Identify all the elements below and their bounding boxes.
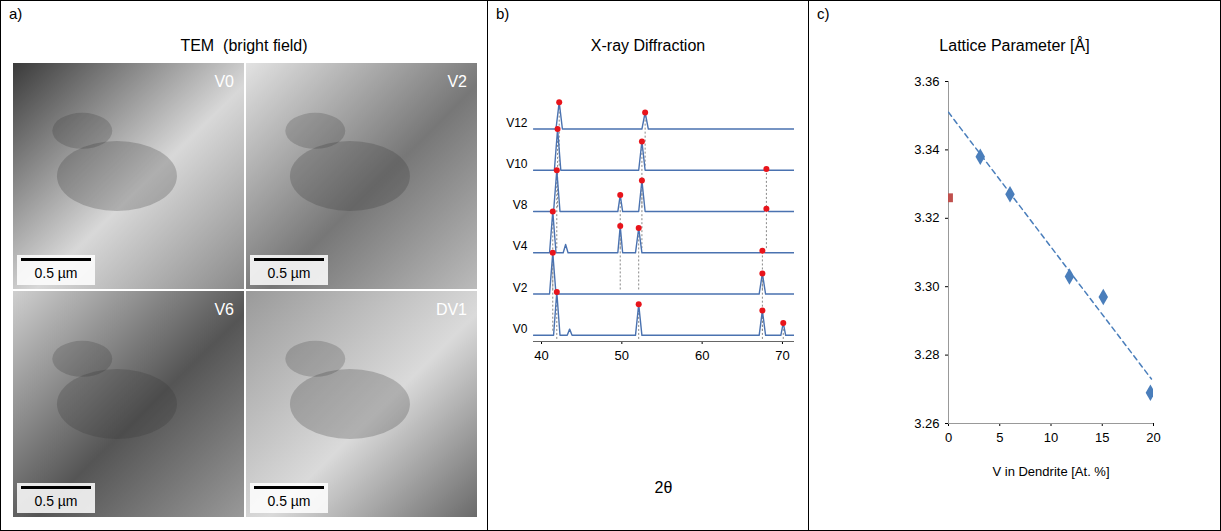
svg-text:3.26: 3.26 bbox=[914, 416, 939, 431]
html-text:2θ: 2θ bbox=[654, 479, 673, 496]
svg-text:3.34: 3.34 bbox=[914, 142, 939, 157]
svg-text:40: 40 bbox=[534, 348, 548, 363]
svg-text:0.5 µm: 0.5 µm bbox=[34, 265, 77, 281]
html-text:Lattice Parameter [Å]: Lattice Parameter [Å] bbox=[939, 37, 1090, 54]
svg-text:3.32: 3.32 bbox=[914, 210, 939, 225]
html-text:X-ray Diffraction: X-ray Diffraction bbox=[590, 37, 706, 54]
svg-text:V4: V4 bbox=[513, 239, 528, 253]
svg-text:10: 10 bbox=[1044, 430, 1058, 445]
svg-text:15: 15 bbox=[1095, 430, 1109, 445]
html-text:TEM (bright field): TEM (bright field) bbox=[180, 37, 308, 54]
svg-text:V0: V0 bbox=[214, 73, 234, 90]
svg-text:70: 70 bbox=[775, 348, 789, 363]
svg-text:V2: V2 bbox=[447, 73, 467, 90]
html-text:a): a) bbox=[9, 5, 23, 22]
svg-text:V6: V6 bbox=[214, 301, 234, 318]
svg-text:20: 20 bbox=[1146, 430, 1160, 445]
html-text:b): b) bbox=[496, 5, 510, 22]
svg-text:3.30: 3.30 bbox=[914, 279, 939, 294]
svg-text:V10: V10 bbox=[506, 157, 528, 171]
svg-text:DV1: DV1 bbox=[436, 301, 467, 318]
svg-text:0: 0 bbox=[945, 430, 952, 445]
svg-text:3.36: 3.36 bbox=[914, 74, 939, 89]
svg-text:V12: V12 bbox=[506, 116, 528, 130]
svg-text:V in Dendrite [At. %]: V in Dendrite [At. %] bbox=[992, 464, 1109, 479]
svg-text:V2: V2 bbox=[513, 281, 528, 295]
svg-text:0.5 µm: 0.5 µm bbox=[34, 493, 77, 509]
svg-text:50: 50 bbox=[615, 348, 629, 363]
svg-text:0.5 µm: 0.5 µm bbox=[267, 265, 310, 281]
svg-text:60: 60 bbox=[695, 348, 709, 363]
svg-text:5: 5 bbox=[996, 430, 1003, 445]
svg-text:3.28: 3.28 bbox=[914, 347, 939, 362]
svg-text:0.5 µm: 0.5 µm bbox=[267, 493, 310, 509]
svg-text:V0: V0 bbox=[513, 322, 528, 336]
html-text:c): c) bbox=[817, 5, 830, 22]
svg-text:V8: V8 bbox=[513, 198, 528, 212]
